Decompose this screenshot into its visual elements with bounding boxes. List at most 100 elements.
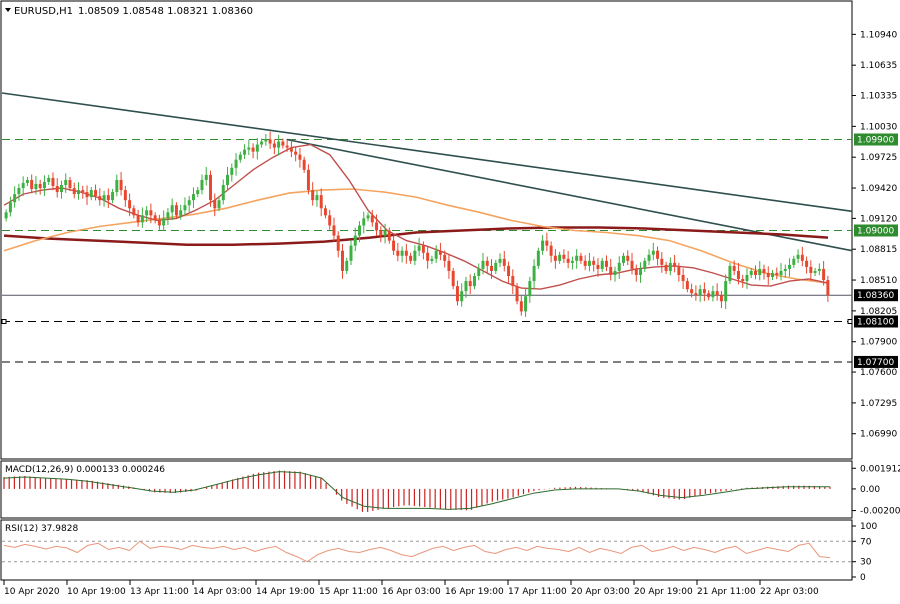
candle-body <box>319 195 323 209</box>
panel-frames <box>0 0 853 581</box>
candle-body <box>272 143 276 148</box>
candle-body <box>383 230 387 236</box>
ma-mid-line <box>3 188 829 284</box>
candle-body <box>149 210 153 216</box>
price-tick-label: 1.07295 <box>860 399 897 409</box>
price-tick-label: 1.07600 <box>860 368 897 378</box>
candle-body <box>651 250 655 255</box>
candle-body <box>724 281 728 302</box>
candle-body <box>328 215 332 226</box>
candle-body <box>332 225 336 236</box>
candle-body <box>162 218 166 226</box>
candle-body <box>200 179 204 191</box>
dropdown-triangle-icon[interactable] <box>5 8 11 12</box>
candle-body <box>260 141 264 145</box>
candle-body <box>515 286 519 302</box>
candle-body <box>102 195 106 201</box>
candle-body <box>451 270 455 287</box>
time-tick-label: 16 Apr 19:00 <box>445 587 504 597</box>
candle-body <box>660 258 664 265</box>
candle-body <box>209 174 212 201</box>
candle-body <box>166 212 170 219</box>
candle-body <box>157 220 161 226</box>
rsi-title: RSI(12) 37.9828 <box>5 524 78 534</box>
candle-body <box>132 208 136 216</box>
time-tick-label: 16 Apr 03:00 <box>382 587 441 597</box>
candle-body <box>570 260 574 263</box>
candle-body <box>306 169 310 191</box>
macd-tick-label: 0.00 <box>860 485 880 495</box>
candle-body <box>136 215 140 223</box>
candle-body <box>511 276 515 287</box>
candle-body <box>42 181 46 189</box>
candle-body <box>409 255 413 261</box>
candle-body <box>485 260 489 266</box>
candle-body <box>426 252 430 261</box>
rsi-line <box>3 540 831 563</box>
candle-body <box>566 258 570 263</box>
candle-body <box>268 139 272 144</box>
price-tick-label: 1.06990 <box>860 430 897 440</box>
candle-body <box>643 260 647 269</box>
level-anchor-handle <box>847 319 853 324</box>
candle-body <box>294 151 298 155</box>
price-tick-label: 1.08205 <box>860 307 897 317</box>
candle-body <box>788 264 792 269</box>
level-label: 1.08100 <box>857 318 894 328</box>
level-label-box <box>854 289 898 302</box>
candle-body <box>234 159 238 168</box>
candle-body <box>553 255 557 261</box>
time-tick-label: 13 Apr 11:00 <box>130 587 189 597</box>
candle-body <box>226 174 230 185</box>
symbol-label: EURUSD,H1 <box>14 6 73 17</box>
candle-body <box>817 268 821 271</box>
candle-body <box>549 245 553 256</box>
candle-body <box>247 147 251 150</box>
level-label: 1.08360 <box>857 291 894 301</box>
time-tick-label: 20 Apr 03:00 <box>571 587 630 597</box>
candle-body <box>592 260 596 265</box>
horizontal-levels: 1.09900 1.09000 1.08360 1.08100 1.07700 <box>1 133 898 368</box>
candle-body <box>255 144 259 152</box>
level-label-box <box>854 224 898 237</box>
candle-body <box>656 250 660 259</box>
candle-body <box>460 291 464 302</box>
candle-body <box>370 215 374 223</box>
candle-body <box>59 185 63 193</box>
candle-body <box>153 215 157 221</box>
candle-body <box>289 147 293 152</box>
candle-body <box>174 205 178 216</box>
time-tick-label: 10 Apr 2020 <box>4 587 60 597</box>
rsi-tick-label: 0 <box>860 573 866 583</box>
candle-body <box>340 250 344 271</box>
candle-body <box>771 272 775 278</box>
candle-body <box>668 262 672 271</box>
candle-body <box>762 268 766 273</box>
candle-body <box>587 260 591 266</box>
candle-body <box>179 210 183 216</box>
rsi-tick-label: 30 <box>860 558 872 568</box>
candle-body <box>498 258 502 263</box>
time-tick-label: 10 Apr 19:00 <box>67 587 126 597</box>
candle-body <box>311 190 315 201</box>
price-axis: 1.10940 1.10635 1.10335 1.10030 1.09725 1.094… <box>852 30 897 440</box>
candle-body <box>349 245 353 261</box>
candle-body <box>119 179 123 191</box>
candle-body <box>805 260 809 267</box>
time-tick-label: 14 Apr 19:00 <box>256 587 315 597</box>
ohlc-readout: 1.08509 1.08548 1.08321 1.08360 <box>78 6 253 17</box>
candle-body <box>728 265 732 282</box>
candle-body <box>379 230 383 236</box>
candle-body <box>302 159 306 170</box>
chart-header: EURUSD,H1 1.08509 1.08548 1.08321 1.0836… <box>5 6 253 17</box>
candle-body <box>4 212 8 219</box>
main-panel-frame <box>0 0 853 460</box>
candle-body <box>758 268 762 275</box>
price-tick-label: 1.10335 <box>860 92 897 102</box>
candle-body <box>647 254 651 261</box>
ma-fast-line <box>3 143 829 290</box>
candle-body <box>362 218 366 226</box>
candle-body <box>719 295 723 302</box>
candle-body <box>17 188 21 195</box>
